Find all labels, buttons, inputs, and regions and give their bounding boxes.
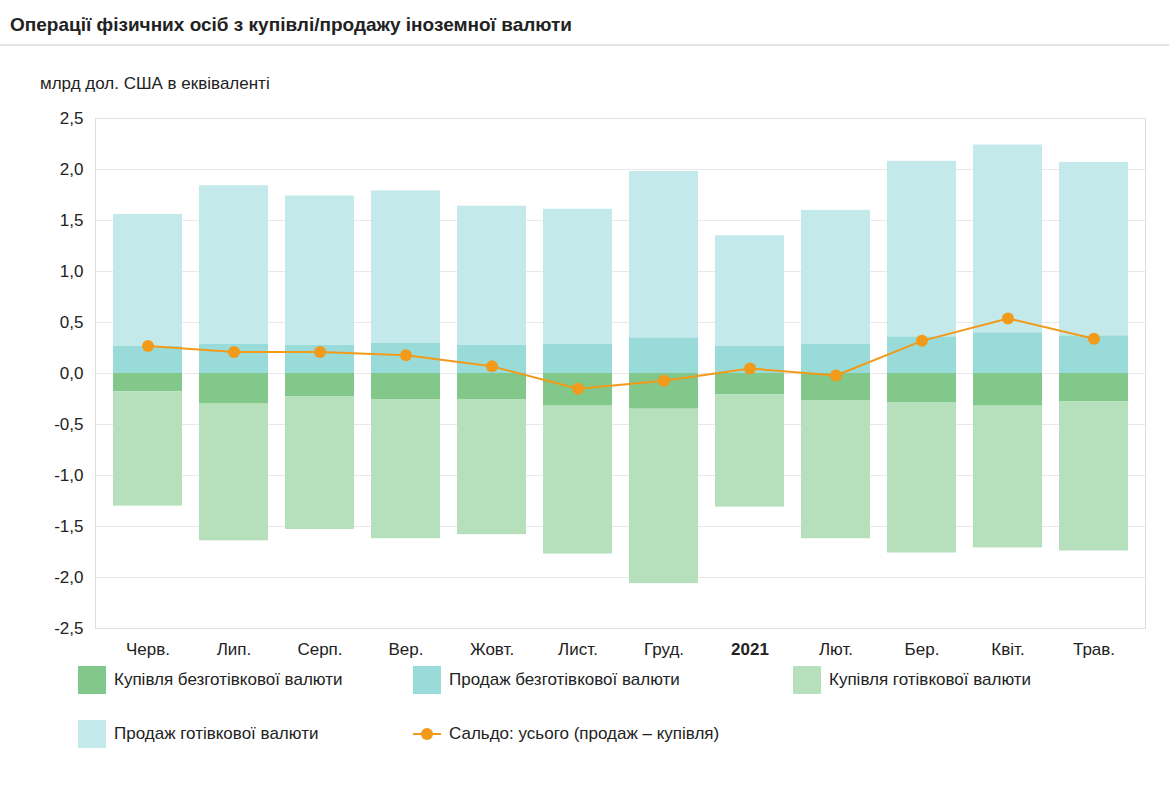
svg-text:2021: 2021 [731, 640, 769, 659]
svg-text:Трав.: Трав. [1073, 640, 1115, 659]
svg-text:Лист.: Лист. [558, 640, 598, 659]
html-text:Продаж готівкової валюти: Продаж готівкової валюти [114, 724, 319, 743]
html-text:Операції фізичних осіб з купів: Операції фізичних осіб з купівлі/продажу… [10, 14, 572, 35]
svg-text:Бер.: Бер. [905, 640, 940, 659]
svg-text:Вер.: Вер. [389, 640, 424, 659]
html-text:Купівля безготівкової валюти: Купівля безготівкової валюти [114, 670, 343, 689]
svg-text:0,5: 0,5 [60, 313, 84, 332]
svg-text:1,5: 1,5 [60, 211, 84, 230]
html-text:Продаж безготівкової валюти: Продаж безготівкової валюти [449, 670, 680, 689]
svg-text:Серп.: Серп. [297, 640, 342, 659]
svg-text:Жовт.: Жовт. [470, 640, 514, 659]
svg-text:2,5: 2,5 [60, 109, 84, 128]
svg-text:Груд.: Груд. [644, 640, 684, 659]
svg-text:-0,5: -0,5 [54, 415, 83, 434]
svg-text:Лип.: Лип. [217, 640, 252, 659]
html-text:млрд дол. США в еквіваленті: млрд дол. США в еквіваленті [40, 74, 270, 93]
html-text:Сальдо: усього (продаж – купів: Сальдо: усього (продаж – купівля) [449, 724, 720, 743]
svg-text:-1,5: -1,5 [54, 517, 83, 536]
svg-text:-1,0: -1,0 [54, 466, 83, 485]
svg-text:Черв.: Черв. [126, 640, 170, 659]
svg-text:-2,0: -2,0 [54, 568, 83, 587]
svg-text:Квіт.: Квіт. [991, 640, 1024, 659]
svg-text:-2,5: -2,5 [54, 619, 83, 638]
svg-text:1,0: 1,0 [60, 262, 84, 281]
svg-text:Лют.: Лют. [819, 640, 853, 659]
svg-text:0,0: 0,0 [60, 364, 84, 383]
html-text:Купівля готівкової валюти: Купівля готівкової валюти [829, 670, 1032, 689]
svg-text:2,0: 2,0 [60, 160, 84, 179]
